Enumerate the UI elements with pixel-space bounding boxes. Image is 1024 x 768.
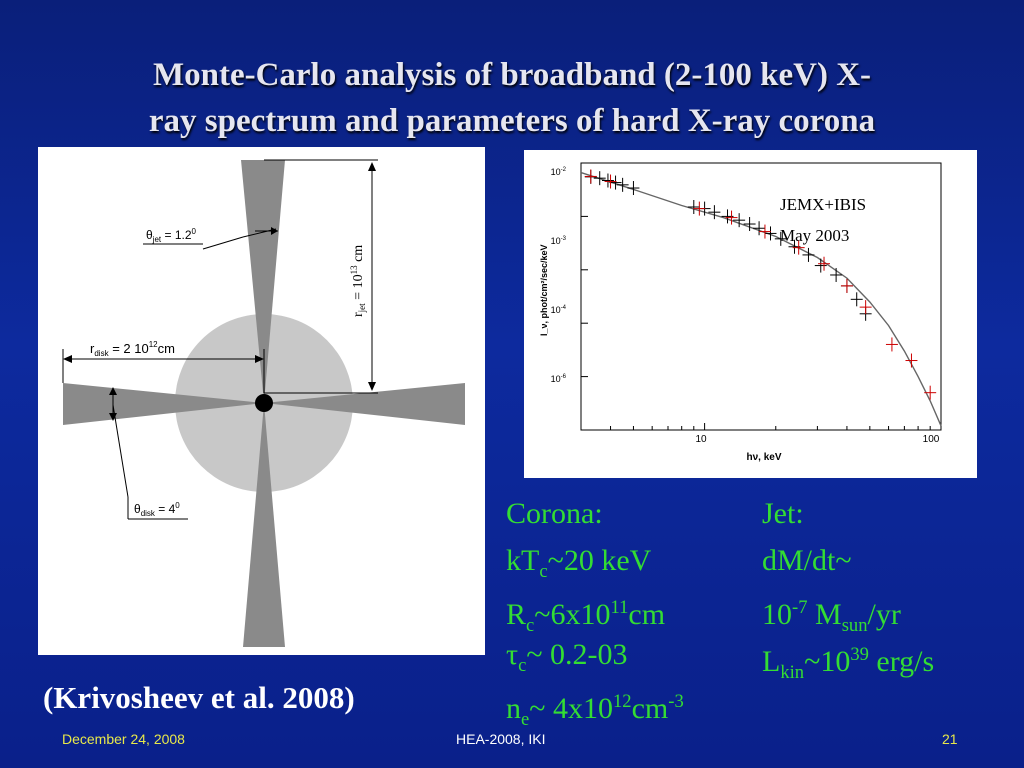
data-point [753, 221, 766, 236]
theta-jet-leader-2 [242, 228, 277, 238]
jet-heading: Jet: [762, 497, 804, 530]
citation: (Krivosheev et al. 2008) [43, 680, 355, 715]
data-point [708, 205, 721, 220]
data-point [609, 175, 622, 190]
theta-disk-label: θdisk = 40 [134, 501, 180, 518]
data-point [733, 213, 746, 228]
spectrum-chart: 10-2 10-3 10-4 10-6 10 100 hν, keV I_ν, … [524, 150, 977, 478]
y-tick-label: 10-3 [551, 236, 567, 246]
axis-ticks [581, 162, 942, 430]
y-tick-label: 10-2 [551, 167, 567, 177]
chart-annotation-date: May 2003 [780, 226, 849, 245]
data-point [725, 210, 738, 225]
data-point [687, 199, 700, 214]
data-point [850, 292, 863, 307]
data-point [792, 240, 805, 255]
theta-disk-arrow-up [109, 387, 117, 395]
data-point [627, 181, 640, 196]
plot-frame [580, 162, 942, 431]
theta-jet-label: θjet = 1.20 [146, 227, 197, 244]
data-point [758, 224, 771, 239]
central-object [255, 394, 273, 412]
data-point [601, 173, 614, 188]
jet-kinetic-luminosity: Lkin~1039 erg/s [762, 644, 935, 683]
data-points [584, 169, 937, 400]
y-tick-label: 10-6 [551, 374, 567, 384]
theta-jet-arrow [271, 227, 278, 235]
data-point [693, 201, 706, 216]
data-point [885, 337, 898, 352]
corona-parameters: Corona: kTc~20 keV Rc~6x1011cm τc~ 0.2-0… [506, 490, 684, 730]
data-point [593, 171, 606, 186]
data-point [584, 169, 597, 184]
slide-title: Monte-Carlo analysis of broadband (2-100… [60, 52, 964, 144]
corona-heading: Corona: [506, 497, 603, 530]
data-point [743, 217, 756, 232]
jet-cone-bottom [243, 403, 285, 647]
theta-jet-leader [202, 236, 244, 250]
corona-temperature: kTc~20 keV [506, 544, 652, 582]
jet-mass-rate: 10-7 Msun/yr [762, 597, 901, 636]
footer-page-number: 21 [942, 731, 958, 747]
spectrum-svg: 10-2 10-3 10-4 10-6 10 100 hν, keV I_ν, … [539, 162, 942, 463]
data-point [604, 174, 617, 189]
data-point [859, 300, 872, 315]
footer-date: December 24, 2008 [62, 731, 185, 747]
data-point [616, 177, 629, 192]
theta-disk-leader [112, 404, 129, 498]
data-point [905, 353, 918, 368]
data-point [814, 258, 827, 273]
geometry-diagram: rjet = 1013 cm θjet = 1.20 rdisk = 2 101… [38, 147, 485, 655]
data-point [818, 256, 831, 271]
y-tick-label: 10-4 [551, 305, 567, 315]
model-curve [580, 171, 942, 427]
corona-density: ne~ 4x1012cm-3 [506, 691, 684, 730]
geometry-svg: rjet = 1013 cm θjet = 1.20 rdisk = 2 101… [62, 159, 465, 647]
rdisk-arrow-left [63, 355, 72, 363]
jet-parameters: Jet: dM/dt~ 10-7 Msun/yr Lkin~1039 erg/s [762, 490, 935, 683]
y-axis-label: I_ν, phot/cm²/sec/keV [539, 244, 549, 336]
chart-annotation-instrument: JEMX+IBIS [780, 195, 866, 214]
x-axis-label: hν, keV [746, 452, 781, 463]
data-point [774, 231, 787, 246]
data-point [830, 267, 843, 282]
corona-radius: Rc~6x1011cm [506, 597, 666, 636]
jet-cone-top [241, 160, 285, 403]
rjet-arrow-up [368, 162, 376, 171]
data-point [840, 278, 853, 293]
title-line-2: ray spectrum and parameters of hard X-ra… [148, 103, 876, 139]
data-point [802, 247, 815, 262]
corona-optical-depth: τc~ 0.2-03 [506, 638, 628, 676]
rdisk-arrow-right [255, 355, 264, 363]
disk-wedge-right [264, 383, 465, 425]
rjet-label: rjet = 1013 cm [349, 245, 367, 317]
rdisk-label: rdisk = 2 1012cm [90, 340, 175, 358]
rjet-arrow-down [368, 382, 376, 391]
title-line-1: Monte-Carlo analysis of broadband (2-100… [152, 57, 872, 93]
x-tick-label: 10 [695, 434, 707, 445]
footer-conference: HEA-2008, IKI [456, 731, 546, 747]
x-tick-label: 100 [923, 434, 940, 445]
data-point [924, 385, 937, 400]
jet-mass-rate-label: dM/dt~ [762, 544, 852, 577]
data-point [764, 226, 777, 241]
